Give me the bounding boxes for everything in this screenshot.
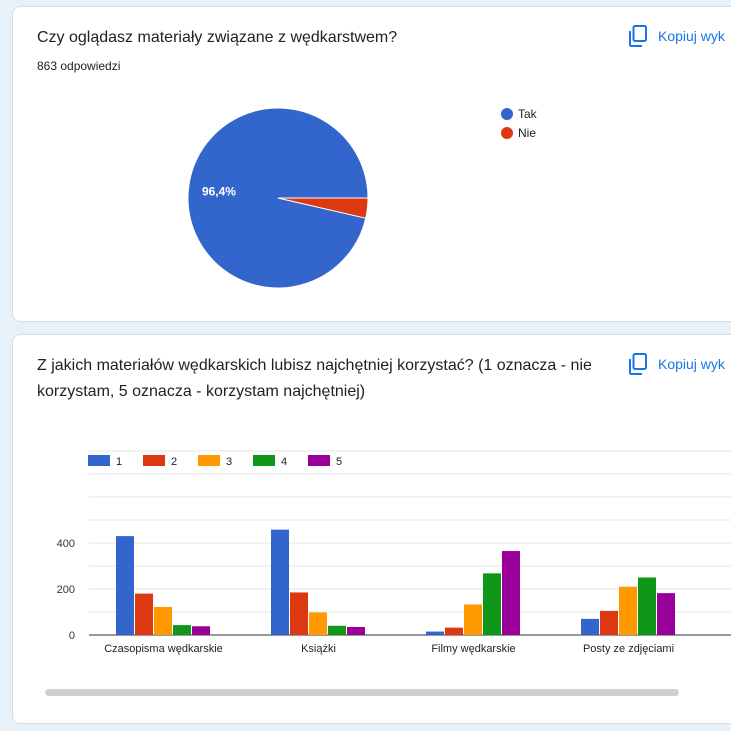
bar-3-4 [619, 586, 637, 635]
copy-chart-label: Kopiuj wyk [658, 356, 725, 372]
bar-3-1 [154, 606, 172, 635]
bar-1-1 [116, 536, 134, 635]
legend-label-nie: Nie [518, 126, 536, 140]
legend-label-tak: Tak [518, 107, 538, 121]
bar-5-2 [347, 626, 365, 635]
bar-1-3 [426, 631, 444, 635]
x-tick-label: Filmy wędkarskie [431, 643, 515, 655]
bar-2-4 [600, 610, 618, 635]
legend-label-2: 2 [171, 456, 177, 468]
question-title: Czy oglądasz materiały związane z wędkar… [37, 29, 398, 46]
x-tick-label: Czasopisma wędkarskie [104, 643, 223, 655]
legend-marker-nie [501, 127, 513, 139]
y-tick-label: 0 [69, 630, 75, 642]
x-tick-label: Książki [301, 643, 336, 655]
legend-label-4: 4 [281, 456, 287, 468]
y-tick-label: 200 [57, 584, 75, 596]
question-card-1: Czy oglądasz materiały związane z wędkar… [12, 6, 731, 322]
bar-2-3 [445, 627, 463, 635]
bar-1-4 [581, 618, 599, 635]
copy-chart-button[interactable]: Kopiuj wyk [628, 353, 725, 375]
legend-label-5: 5 [336, 456, 342, 468]
bar-5-3 [502, 551, 520, 635]
legend-label-1: 1 [116, 456, 122, 468]
pie-slice-nie [277, 197, 369, 219]
y-tick-label: 400 [57, 538, 75, 550]
copy-chart-label: Kopiuj wyk [658, 28, 725, 44]
bar-4-3 [483, 573, 501, 635]
bar-4-2 [328, 625, 346, 635]
legend-marker-1 [88, 455, 110, 466]
copy-icon [629, 25, 647, 47]
legend-marker-4 [253, 455, 275, 466]
bar-chart: 0 200 400 Czasopisma wędkarskie Książki Filmy… [57, 450, 731, 655]
copy-icon [629, 353, 647, 375]
x-tick-label: Posty ze zdjęciami [583, 643, 674, 655]
copy-chart-button[interactable]: Kopiuj wyk [628, 25, 725, 47]
bar-1-2 [271, 529, 289, 635]
bar-4-1 [173, 625, 191, 635]
legend-label-3: 3 [226, 456, 232, 468]
bar-4-4 [638, 577, 656, 635]
legend-marker-5 [308, 455, 330, 466]
pie-chart: 96,4% Tak Nie [187, 107, 538, 289]
legend-marker-tak [501, 108, 513, 120]
response-count: 863 odpowiedzi [37, 59, 121, 73]
horizontal-scrollbar[interactable] [45, 689, 679, 696]
legend-marker-2 [143, 455, 165, 466]
pie-data-label: 96,4% [202, 184, 236, 198]
question-title: Z jakich materiałów wędkarskich lubisz n… [37, 357, 592, 400]
bar-5-1 [192, 626, 210, 635]
question-card-2: Z jakich materiałów wędkarskich lubisz n… [12, 334, 731, 724]
legend-marker-3 [198, 455, 220, 466]
bar-2-1 [135, 593, 153, 635]
bar-2-2 [290, 592, 308, 635]
bar-3-3 [464, 604, 482, 635]
bar-5-4 [657, 593, 675, 635]
bar-3-2 [309, 612, 327, 635]
